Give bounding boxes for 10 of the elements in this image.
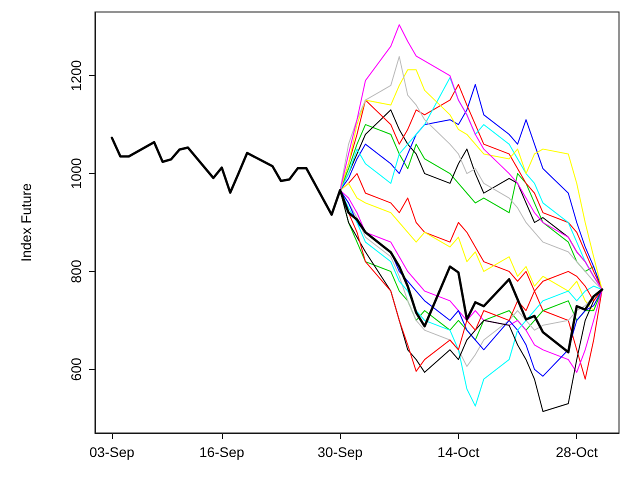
x-tick-label: 16-Sep xyxy=(199,444,245,460)
x-tick-label: 03-Sep xyxy=(89,444,135,460)
x-tick-label: 28-Oct xyxy=(556,444,598,460)
y-tick-label: 600 xyxy=(68,357,84,382)
y-tick-label: 1200 xyxy=(68,60,84,92)
y-tick-label: 800 xyxy=(68,260,84,284)
y-tick-label: 1000 xyxy=(68,158,84,190)
x-tick-label: 30-Sep xyxy=(318,444,363,460)
x-tick-label: 14-Oct xyxy=(437,444,480,460)
y-axis-title: Index Future xyxy=(18,182,34,262)
